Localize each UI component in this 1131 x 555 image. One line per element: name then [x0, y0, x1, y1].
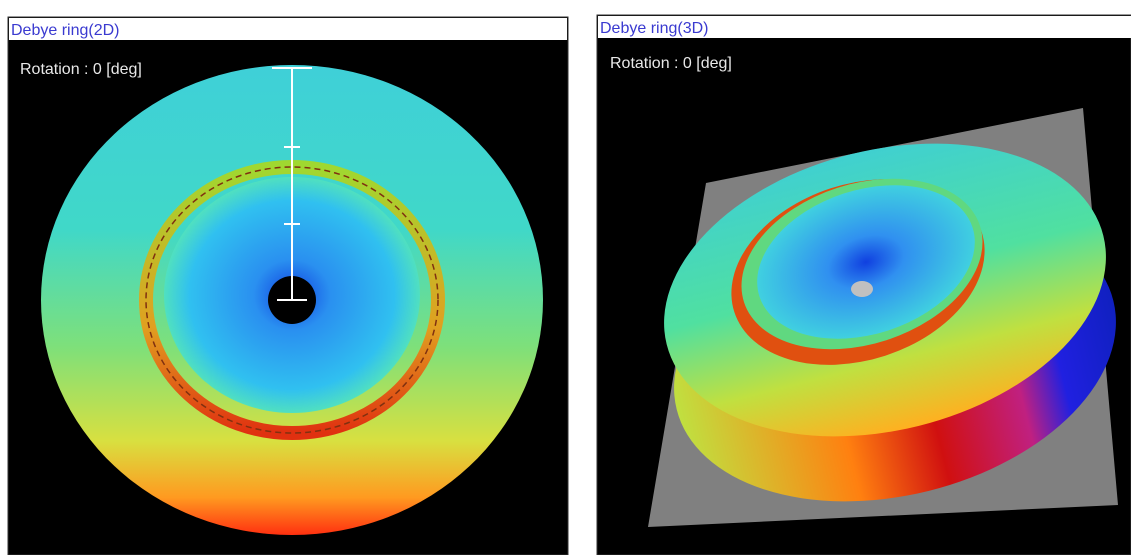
title-bar [9, 18, 567, 40]
panel-title: Debye ring(3D) [600, 20, 708, 37]
rotation-label: Rotation : 0 [deg] [20, 61, 142, 78]
center-hole [851, 281, 873, 297]
title-bar [598, 16, 1131, 38]
panel-title: Debye ring(2D) [11, 22, 119, 39]
ring-marker [145, 166, 439, 434]
panel-3d: Debye ring(3D) Rotation : 0 [deg] [596, 14, 1131, 555]
rotation-label: Rotation : 0 [deg] [610, 55, 732, 72]
inner-area [757, 185, 975, 339]
scale-bar [272, 67, 312, 301]
panel-2d: Debye ring(2D) Rotation : 0 [deg] [7, 16, 569, 555]
